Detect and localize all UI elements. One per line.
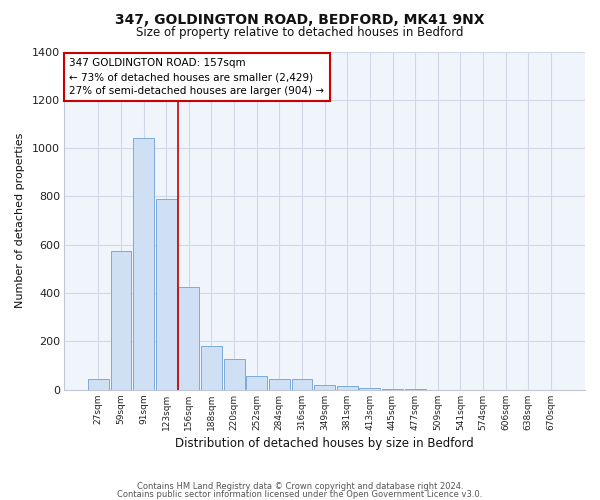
Text: Size of property relative to detached houses in Bedford: Size of property relative to detached ho… bbox=[136, 26, 464, 39]
Bar bbox=[292, 378, 313, 390]
Bar bbox=[110, 250, 131, 390]
Bar bbox=[178, 287, 199, 390]
Text: Contains HM Land Registry data © Crown copyright and database right 2024.: Contains HM Land Registry data © Crown c… bbox=[137, 482, 463, 491]
Bar bbox=[156, 199, 176, 390]
Text: 347 GOLDINGTON ROAD: 157sqm
← 73% of detached houses are smaller (2,429)
27% of : 347 GOLDINGTON ROAD: 157sqm ← 73% of det… bbox=[70, 58, 325, 96]
Bar bbox=[314, 384, 335, 390]
Bar bbox=[405, 389, 425, 390]
Bar bbox=[382, 388, 403, 390]
Bar bbox=[359, 388, 380, 390]
Bar bbox=[247, 376, 267, 390]
Bar bbox=[337, 386, 358, 390]
Text: Contains public sector information licensed under the Open Government Licence v3: Contains public sector information licen… bbox=[118, 490, 482, 499]
Bar bbox=[133, 138, 154, 390]
Bar bbox=[201, 346, 222, 390]
Bar bbox=[224, 360, 245, 390]
X-axis label: Distribution of detached houses by size in Bedford: Distribution of detached houses by size … bbox=[175, 437, 474, 450]
Bar bbox=[269, 378, 290, 390]
Text: 347, GOLDINGTON ROAD, BEDFORD, MK41 9NX: 347, GOLDINGTON ROAD, BEDFORD, MK41 9NX bbox=[115, 12, 485, 26]
Bar bbox=[88, 378, 109, 390]
Y-axis label: Number of detached properties: Number of detached properties bbox=[15, 133, 25, 308]
